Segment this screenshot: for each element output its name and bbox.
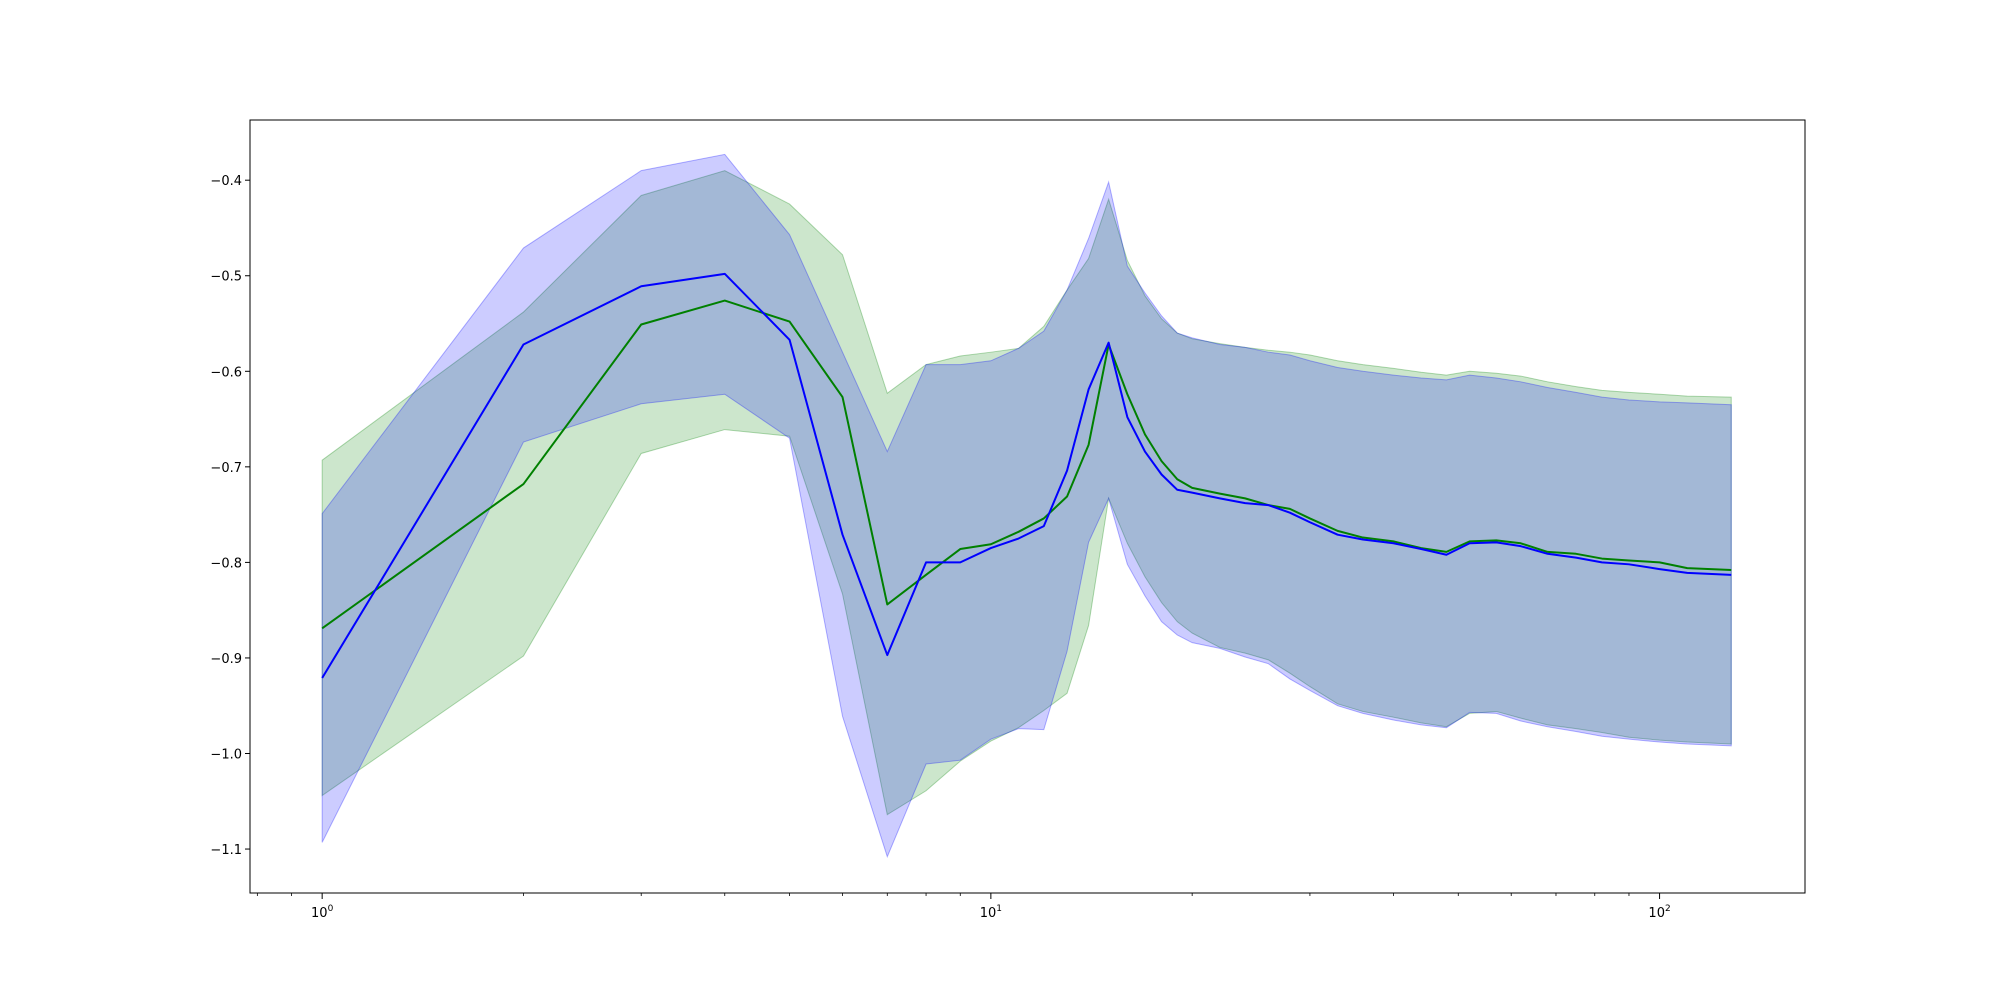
series-lines xyxy=(321,272,1732,679)
series-1-band xyxy=(321,170,1732,816)
series-2-line xyxy=(321,272,1732,679)
series-2-band xyxy=(321,153,1732,859)
y-tick-label: −0.5 xyxy=(210,270,242,285)
x-tick-label: 102 xyxy=(1648,904,1670,921)
x-tick-label: 100 xyxy=(311,904,334,921)
y-tick-label: −1.1 xyxy=(210,843,242,858)
y-tick-label: −0.6 xyxy=(210,365,242,380)
y-tick-label: −0.4 xyxy=(210,174,242,189)
y-tick-label: −0.7 xyxy=(210,461,242,476)
x-tick-label: 101 xyxy=(980,904,1002,921)
y-tick-label: −0.8 xyxy=(210,556,242,571)
confidence-bands xyxy=(321,153,1732,859)
series-1-line xyxy=(321,299,1732,630)
y-axis: −0.4 −0.5 −0.6 −0.7 −0.8 −0.9 −1.0 −1.1 xyxy=(210,174,250,858)
x-axis: 100 101 102 xyxy=(256,893,1671,921)
y-tick-label: −0.9 xyxy=(210,652,242,667)
y-tick-label: −1.0 xyxy=(210,747,242,762)
plot-area-frame xyxy=(249,119,1806,894)
